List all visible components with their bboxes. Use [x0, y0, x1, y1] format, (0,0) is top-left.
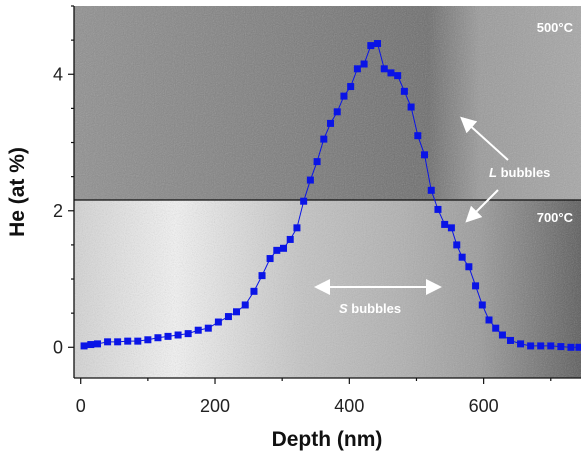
data-point: [194, 326, 202, 334]
data-point: [258, 272, 266, 280]
data-point: [273, 246, 281, 254]
data-point: [241, 301, 249, 309]
data-point: [387, 69, 395, 77]
data-point: [333, 108, 341, 116]
data-point: [293, 224, 301, 232]
label-500c: 500°C: [537, 20, 574, 35]
l-bubbles-suffix: bubbles: [497, 165, 550, 180]
data-point: [320, 135, 328, 143]
label-l-bubbles: L bubbles: [489, 165, 550, 180]
axes: 0 200 400 600 0 2 4 Depth (nm) He (at %): [6, 5, 581, 451]
x-tick-label: 400: [334, 396, 364, 416]
s-bubbles-suffix: bubbles: [348, 301, 401, 316]
x-tick-label: 600: [469, 396, 499, 416]
y-axis-title: He (at %): [6, 147, 29, 237]
data-point: [306, 176, 314, 184]
data-point: [286, 235, 294, 243]
data-point: [280, 244, 288, 252]
l-bubbles-arrow-down: [465, 189, 499, 223]
data-point: [374, 40, 382, 48]
data-point: [478, 301, 486, 309]
data-point: [394, 72, 402, 80]
data-point: [124, 337, 132, 345]
data-point: [266, 255, 274, 263]
data-point: [427, 186, 435, 194]
data-point: [407, 103, 415, 111]
data-point: [414, 132, 422, 140]
data-point: [400, 87, 408, 95]
data-point: [94, 340, 102, 348]
x-tick-label: 200: [200, 396, 230, 416]
data-point: [506, 336, 514, 344]
data-point: [184, 330, 192, 338]
tem-image-500c: [74, 6, 581, 200]
data-point: [537, 342, 545, 350]
data-point: [360, 60, 368, 68]
data-point: [421, 151, 429, 159]
data-point: [458, 253, 466, 261]
data-point: [104, 338, 112, 346]
data-point: [498, 331, 506, 339]
l-bubbles-arrow-up: [460, 116, 509, 161]
s-bubbles-prefix: S: [339, 301, 348, 316]
data-point: [164, 332, 172, 340]
y-ticks: 0 2 4: [53, 5, 74, 357]
data-point: [492, 324, 500, 332]
data-point: [527, 342, 535, 350]
data-point: [441, 220, 449, 228]
data-point: [567, 343, 575, 351]
data-point: [154, 334, 162, 342]
data-point: [87, 341, 95, 349]
data-point: [250, 287, 258, 295]
data-point: [465, 263, 473, 271]
data-point: [380, 65, 388, 73]
x-tick-label: 0: [76, 396, 86, 416]
l-bubbles-prefix: L: [489, 165, 497, 180]
data-point: [114, 338, 122, 346]
data-point: [204, 324, 212, 332]
y-tick-label: 0: [53, 337, 63, 357]
label-700c: 700°C: [537, 210, 574, 225]
data-point: [313, 158, 321, 166]
data-point: [547, 342, 555, 350]
data-point: [434, 205, 442, 213]
data-point: [174, 331, 182, 339]
he-profile-series: [80, 40, 581, 351]
data-point: [144, 336, 152, 344]
data-point: [80, 342, 88, 350]
data-point: [353, 65, 361, 73]
data-point: [575, 343, 581, 351]
label-s-bubbles: S bubbles: [339, 301, 401, 316]
data-point: [517, 340, 525, 348]
data-point: [447, 224, 455, 232]
data-point: [327, 119, 335, 127]
tem-image-700c: [74, 200, 581, 378]
x-axis-title: Depth (nm): [272, 428, 383, 451]
annotations: 500°C 700°C L bubbles S bubbles: [314, 20, 574, 316]
data-point: [347, 83, 355, 91]
data-point: [233, 308, 241, 316]
data-point: [367, 42, 375, 50]
data-point: [453, 241, 461, 249]
data-point: [134, 337, 142, 345]
x-ticks: 0 200 400 600: [76, 378, 552, 416]
data-point: [224, 313, 232, 321]
y-tick-label: 2: [53, 201, 63, 221]
series-line: [83, 42, 579, 348]
data-point: [340, 92, 348, 100]
data-point: [300, 197, 308, 205]
data-point: [472, 282, 480, 290]
y-tick-label: 4: [53, 64, 63, 84]
data-point: [485, 316, 493, 324]
data-point: [557, 343, 565, 351]
data-point: [214, 318, 222, 326]
